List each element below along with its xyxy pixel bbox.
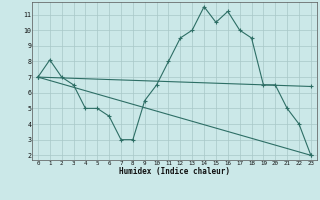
X-axis label: Humidex (Indice chaleur): Humidex (Indice chaleur) xyxy=(119,167,230,176)
